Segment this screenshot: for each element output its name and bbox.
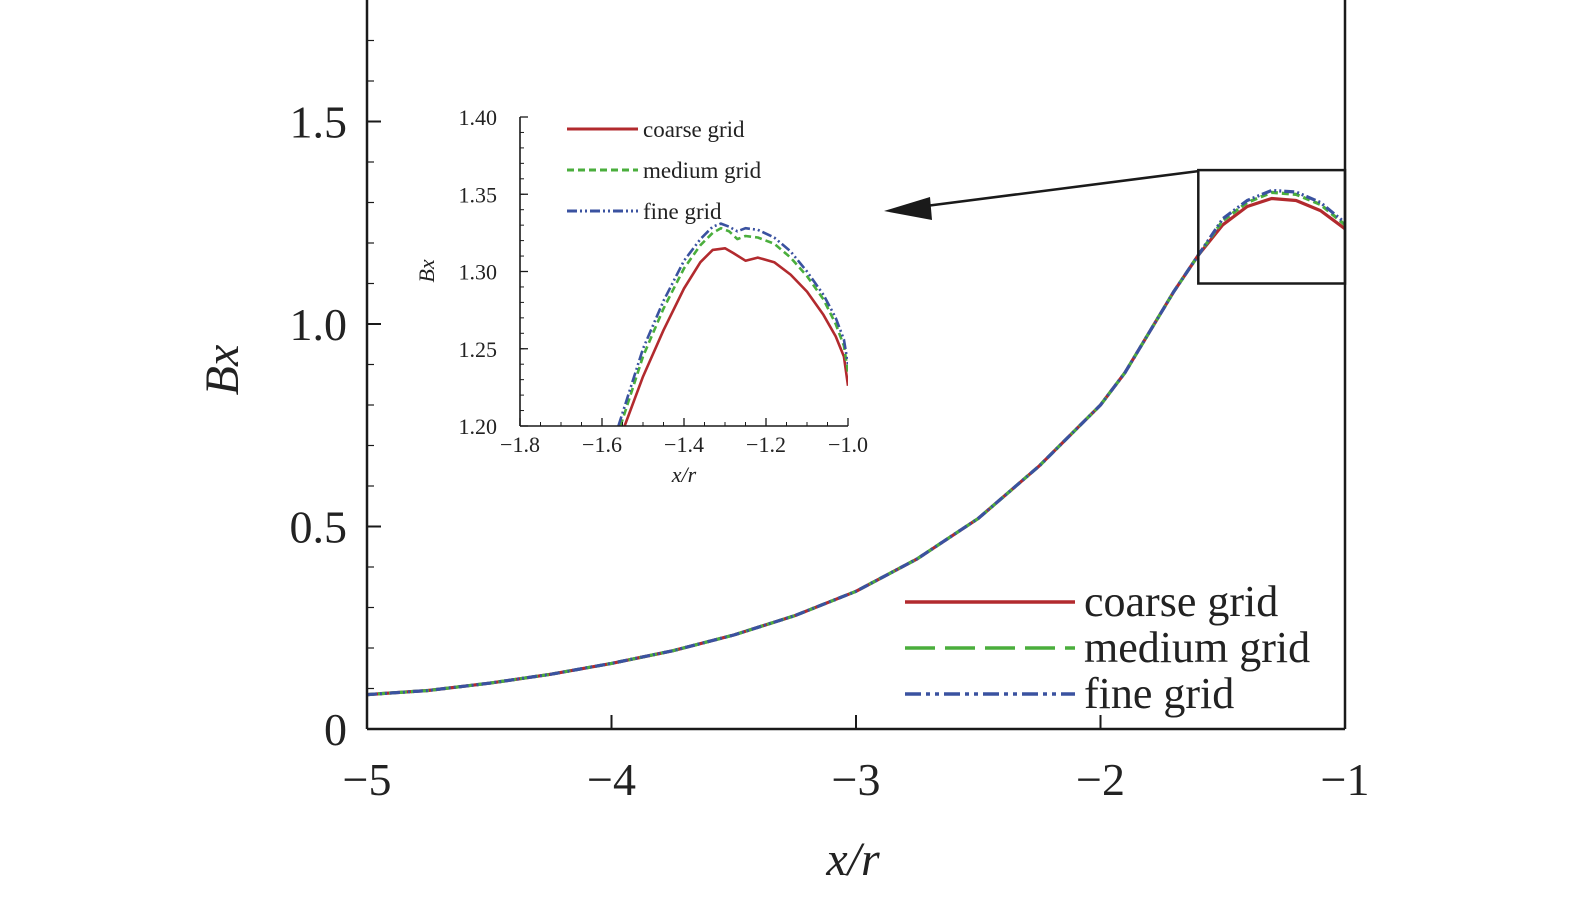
zoom-box	[1197, 168, 1347, 285]
zoom-annotation	[884, 168, 1347, 285]
main-legend-label-fine: fine grid	[1084, 669, 1234, 718]
inset-x-axis-label: x/r	[671, 462, 697, 487]
main-legend-label-medium: medium grid	[1084, 623, 1310, 672]
inset-legend-label-coarse: coarse grid	[643, 117, 745, 142]
inset-x-tick-label: −1.6	[582, 432, 622, 457]
inset-x-tick-label: −1.0	[828, 432, 868, 457]
inset-x-tick-label: −1.2	[746, 432, 786, 457]
inset-series-line-fine	[617, 222, 848, 426]
main-y-tick-label: 1.0	[290, 299, 348, 350]
inset-series-line-medium	[619, 226, 848, 426]
main-x-tick-label: −4	[587, 754, 636, 805]
inset-y-axis-label: Bx	[414, 259, 439, 282]
main-x-axis-label: x/r	[825, 833, 880, 886]
inset-chart: −1.8 −1.6 −1.4 −1.2 −1.0 1.20 1.25 1.30 1.35 1.40…	[414, 105, 868, 487]
main-series-line-fine	[367, 188, 1345, 697]
inset-y-tick-label: 1.40	[459, 105, 498, 130]
main-x-tick-label: −2	[1076, 754, 1125, 805]
main-y-tick-label: 0.5	[290, 502, 348, 553]
zoom-arrow-head	[884, 197, 932, 220]
zoom-arrow-shaft	[917, 169, 1199, 209]
main-y-tick-label: 0	[324, 704, 347, 755]
inset-x-tick-label: −1.4	[664, 432, 704, 457]
main-x-tick-label: −3	[832, 754, 881, 805]
main-y-tick-label: 1.5	[290, 97, 348, 148]
inset-y-tick-label: 1.35	[459, 182, 498, 207]
inset-series-line-coarse	[623, 247, 848, 426]
inset-y-tick-label: 1.20	[459, 414, 498, 439]
inset-y-tick-label: 1.30	[459, 260, 498, 285]
inset-x-tick-label: −1.8	[500, 432, 540, 457]
inset-series-group	[617, 222, 848, 426]
inset-y-tick-label: 1.25	[459, 337, 498, 362]
main-x-tick-label: −5	[343, 754, 392, 805]
inset-legend: coarse grid medium grid fine grid	[567, 117, 762, 224]
inset-legend-label-fine: fine grid	[643, 199, 722, 224]
inset-legend-label-medium: medium grid	[643, 158, 762, 183]
main-x-tick-label: −1	[1321, 754, 1370, 805]
main-legend-label-coarse: coarse grid	[1084, 577, 1278, 626]
main-y-axis-label: Bx	[196, 345, 249, 396]
main-series-group	[367, 188, 1345, 697]
